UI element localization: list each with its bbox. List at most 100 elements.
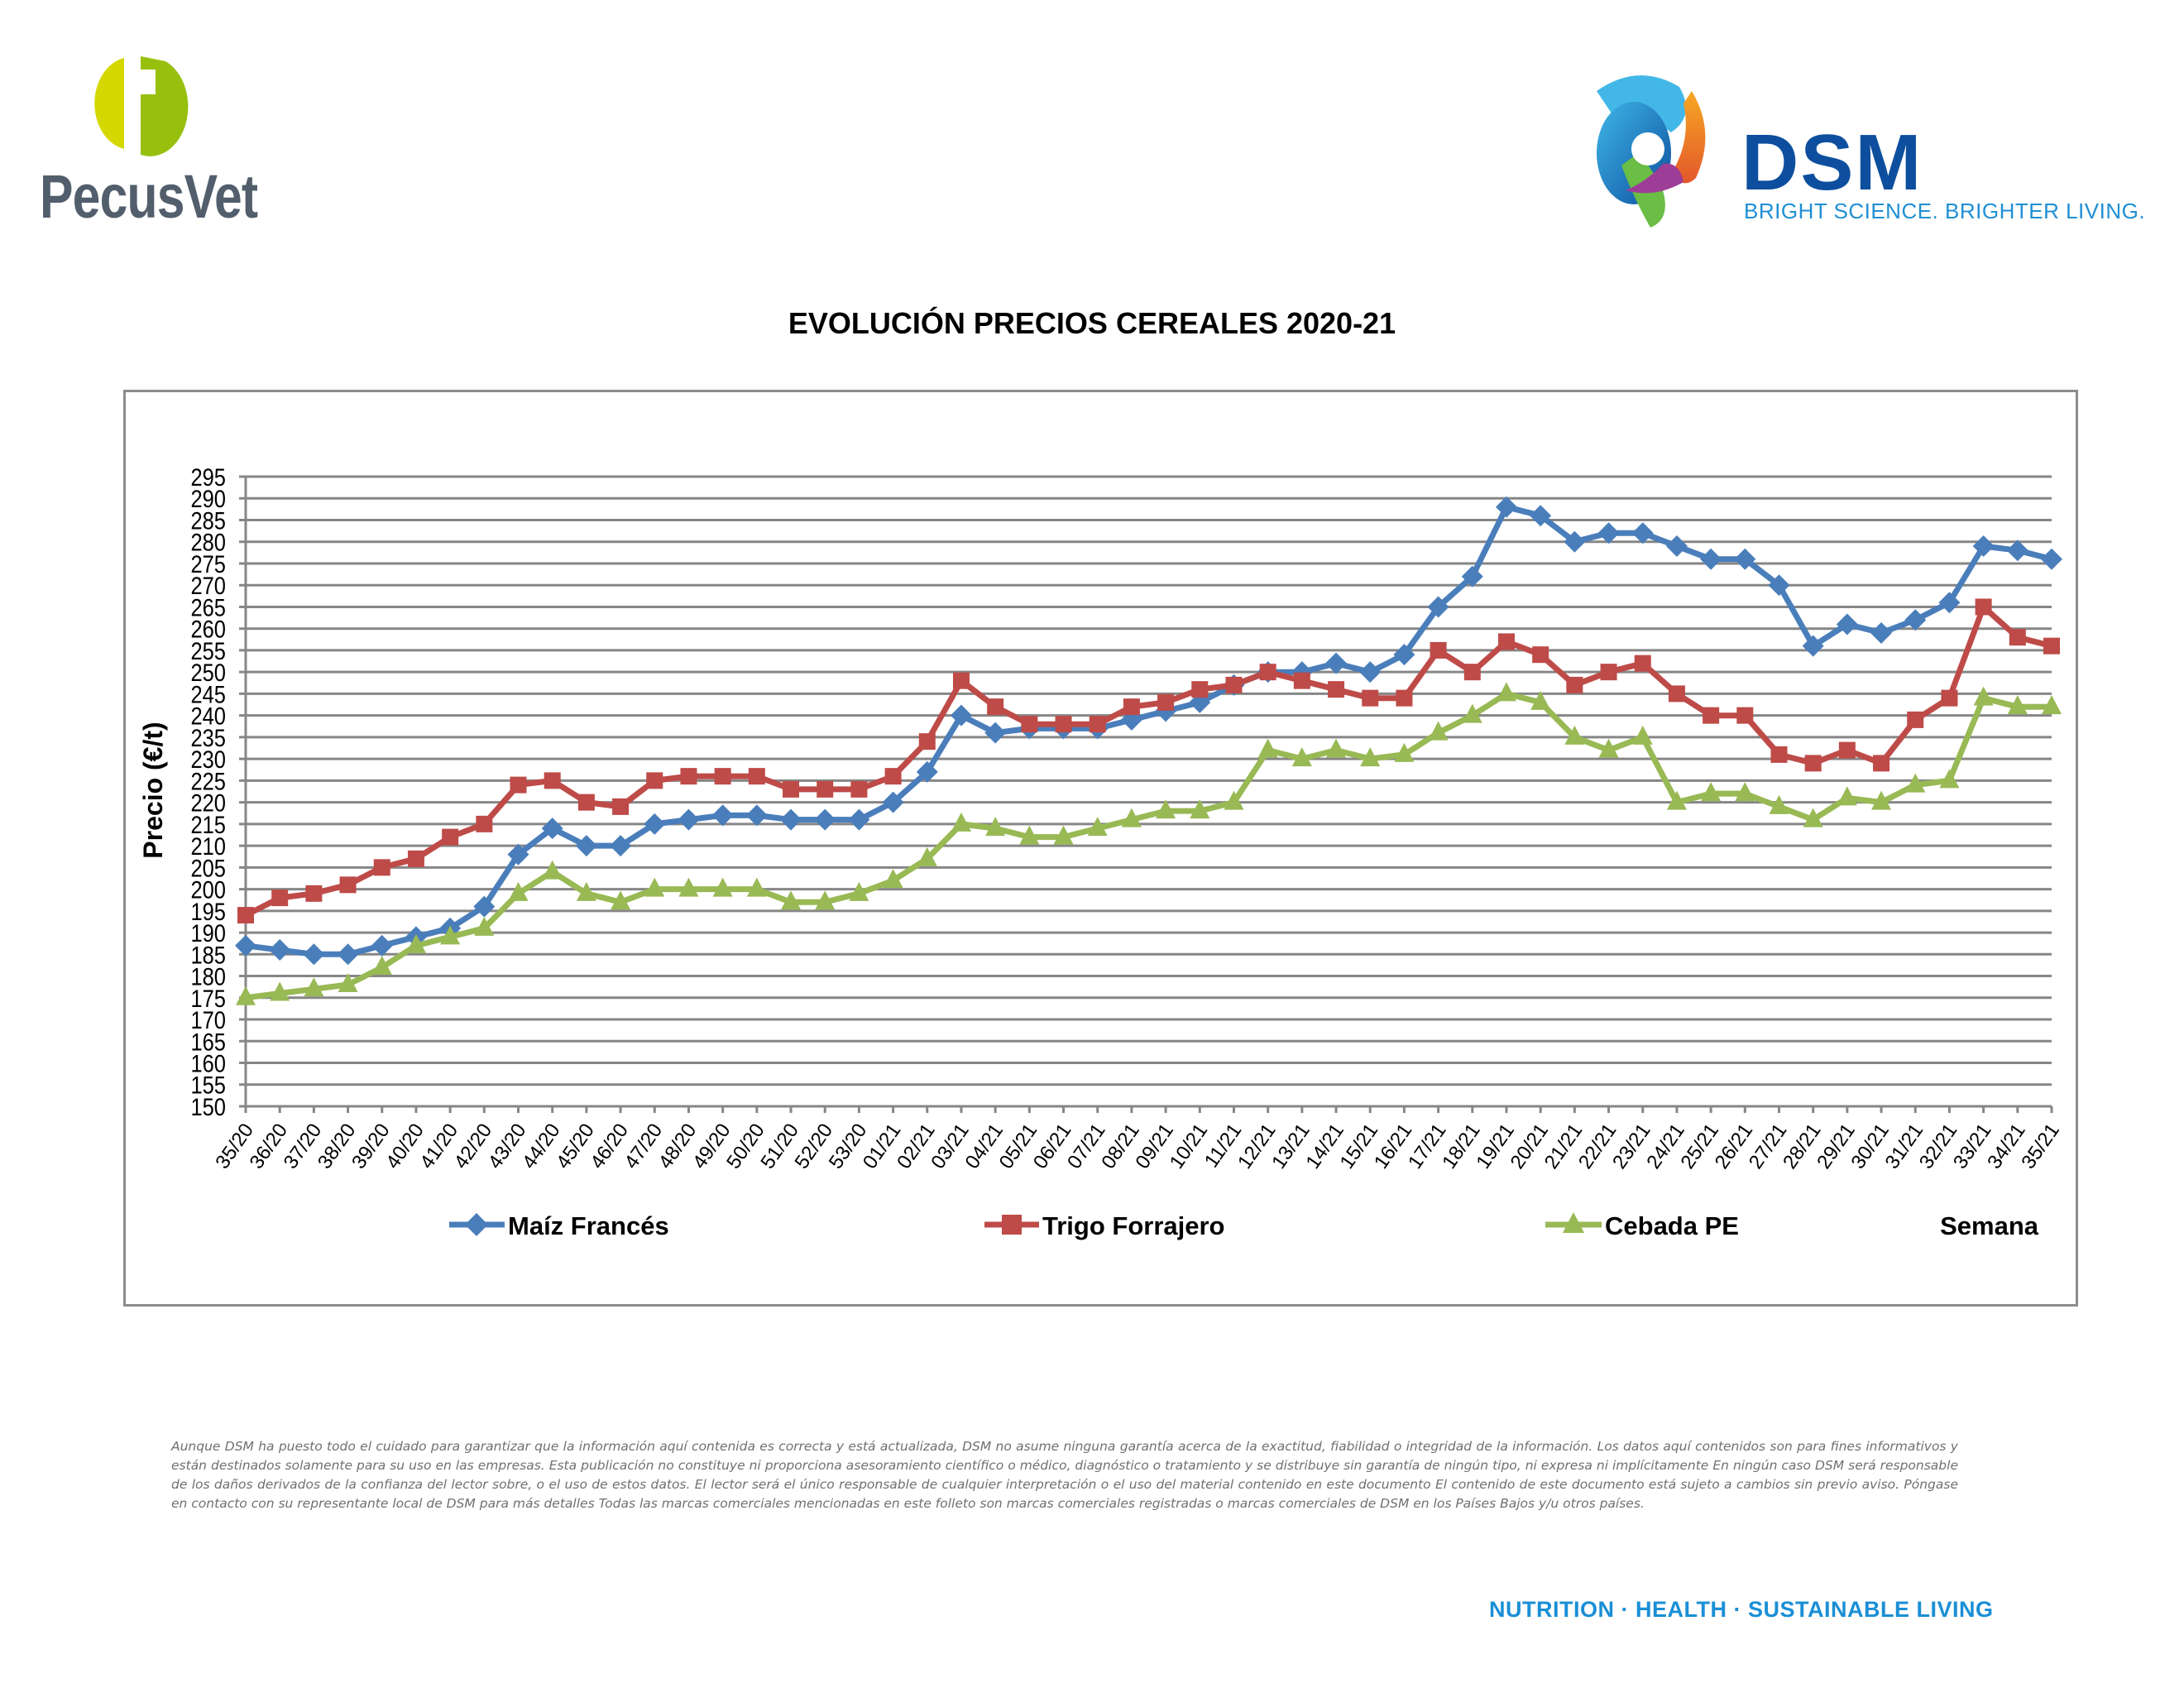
data-point-square [1089, 716, 1106, 733]
data-point-square [476, 815, 493, 832]
data-point-diamond [984, 722, 1007, 744]
data-point-triangle [1530, 690, 1551, 710]
y-tick-label: 155 [190, 1072, 226, 1099]
data-point-triangle [1496, 682, 1516, 702]
data-point-square [1804, 755, 1822, 772]
data-point-triangle [985, 817, 1006, 837]
data-point-triangle [270, 981, 290, 1001]
data-point-diamond [337, 943, 359, 966]
data-point-square [1907, 711, 1924, 728]
data-point-diamond [1325, 652, 1348, 674]
data-point-diamond [2006, 539, 2028, 562]
data-point-triangle [917, 846, 937, 866]
y-tick-label: 265 [190, 594, 226, 621]
y-tick-label: 210 [190, 832, 226, 860]
y-tick-label: 290 [190, 485, 226, 512]
data-point-square [1600, 664, 1617, 681]
data-point-square [510, 776, 527, 794]
data-point-diamond [1700, 548, 1722, 570]
data-point-diamond [1870, 621, 1893, 644]
data-point-square [1430, 641, 1447, 659]
axes [239, 477, 2053, 1113]
y-tick-label: 185 [190, 941, 226, 968]
dsm-logo [1597, 75, 1706, 228]
data-point-diamond [1564, 530, 1586, 553]
data-point-square [544, 772, 561, 789]
data-point-diamond [1768, 574, 1790, 597]
data-point-triangle [1190, 799, 1210, 819]
dsm-logo-tagline: BRIGHT SCIENCE. BRIGHTER LIVING. [1744, 199, 2146, 223]
y-tick-label: 225 [190, 767, 226, 794]
data-point-triangle [1121, 808, 1142, 827]
data-point-diamond [916, 760, 938, 783]
data-point-square [1634, 655, 1651, 672]
x-axis-label: Semana [1940, 1211, 2039, 1240]
data-point-triangle [542, 860, 563, 880]
data-point-triangle [746, 877, 767, 897]
data-point-triangle [1598, 738, 1619, 758]
data-point-triangle [1156, 799, 1176, 819]
data-point-triangle [1837, 786, 1857, 806]
data-point-square [2043, 637, 2060, 655]
data-point-triangle [440, 925, 461, 945]
data-point-square [1838, 741, 1856, 759]
data-point-diamond [1904, 609, 1927, 631]
data-point-diamond [814, 808, 836, 831]
data-point-triangle [1053, 825, 1074, 845]
data-point-diamond [507, 843, 529, 866]
data-point-diamond [711, 804, 734, 827]
data-point-triangle [815, 890, 836, 910]
data-point-triangle [2007, 695, 2028, 715]
chart-frame [123, 390, 2078, 1307]
data-point-square [373, 859, 390, 876]
data-point-triangle [1939, 769, 1960, 789]
data-point-triangle [405, 933, 426, 953]
data-point-diamond [780, 808, 802, 831]
data-point-square [1293, 672, 1310, 689]
data-point-square [577, 794, 595, 811]
data-point-triangle [712, 877, 733, 897]
data-point-diamond [1597, 522, 1620, 544]
data-point-diamond [1972, 535, 1995, 557]
pecusvet-logo [94, 56, 189, 156]
data-point-diamond [1461, 565, 1483, 587]
data-point-triangle [1871, 790, 1892, 810]
data-point-diamond [575, 835, 597, 857]
data-point-diamond [678, 808, 700, 831]
y-tick-label: 205 [190, 854, 226, 881]
data-point-diamond [541, 818, 563, 840]
data-point-square [305, 885, 323, 902]
data-point-triangle [1973, 686, 1994, 706]
data-point-square [1668, 685, 1685, 703]
data-point-square [1123, 698, 1140, 716]
data-point-square [680, 768, 697, 785]
data-point-square [1055, 716, 1072, 733]
data-point-square [1328, 681, 1345, 698]
data-point-triangle [1428, 721, 1449, 741]
data-point-square [1703, 707, 1720, 724]
y-tick-label: 170 [190, 1006, 226, 1033]
data-point-diamond [1665, 535, 1688, 557]
x-tick-label: 10/21 [1166, 1120, 1213, 1173]
data-point-triangle [1632, 725, 1653, 745]
data-point-triangle [1905, 773, 1926, 793]
data-point-square [1736, 707, 1754, 724]
data-point-triangle [371, 956, 392, 976]
y-tick-label: 280 [190, 529, 226, 556]
data-point-diamond [1734, 548, 1756, 570]
legend-label-cebada: Cebada PE [1605, 1211, 1739, 1240]
y-tick-label: 260 [190, 616, 226, 643]
data-point-diamond [1938, 592, 1961, 614]
series-cebada [236, 682, 2062, 1005]
data-point-triangle [1769, 794, 1789, 814]
data-point-diamond [269, 939, 291, 961]
data-point-triangle [338, 973, 358, 993]
data-point-square [1396, 689, 1413, 707]
disclaimer-text: Aunque DSM ha puesto todo el cuidado par… [171, 1439, 1958, 1511]
legend-label-maiz: Maíz Francés [508, 1211, 669, 1240]
data-point-square [646, 772, 663, 789]
data-point-diamond [745, 804, 768, 827]
data-point-triangle [1019, 825, 1040, 845]
y-tick-label: 295 [190, 463, 226, 491]
